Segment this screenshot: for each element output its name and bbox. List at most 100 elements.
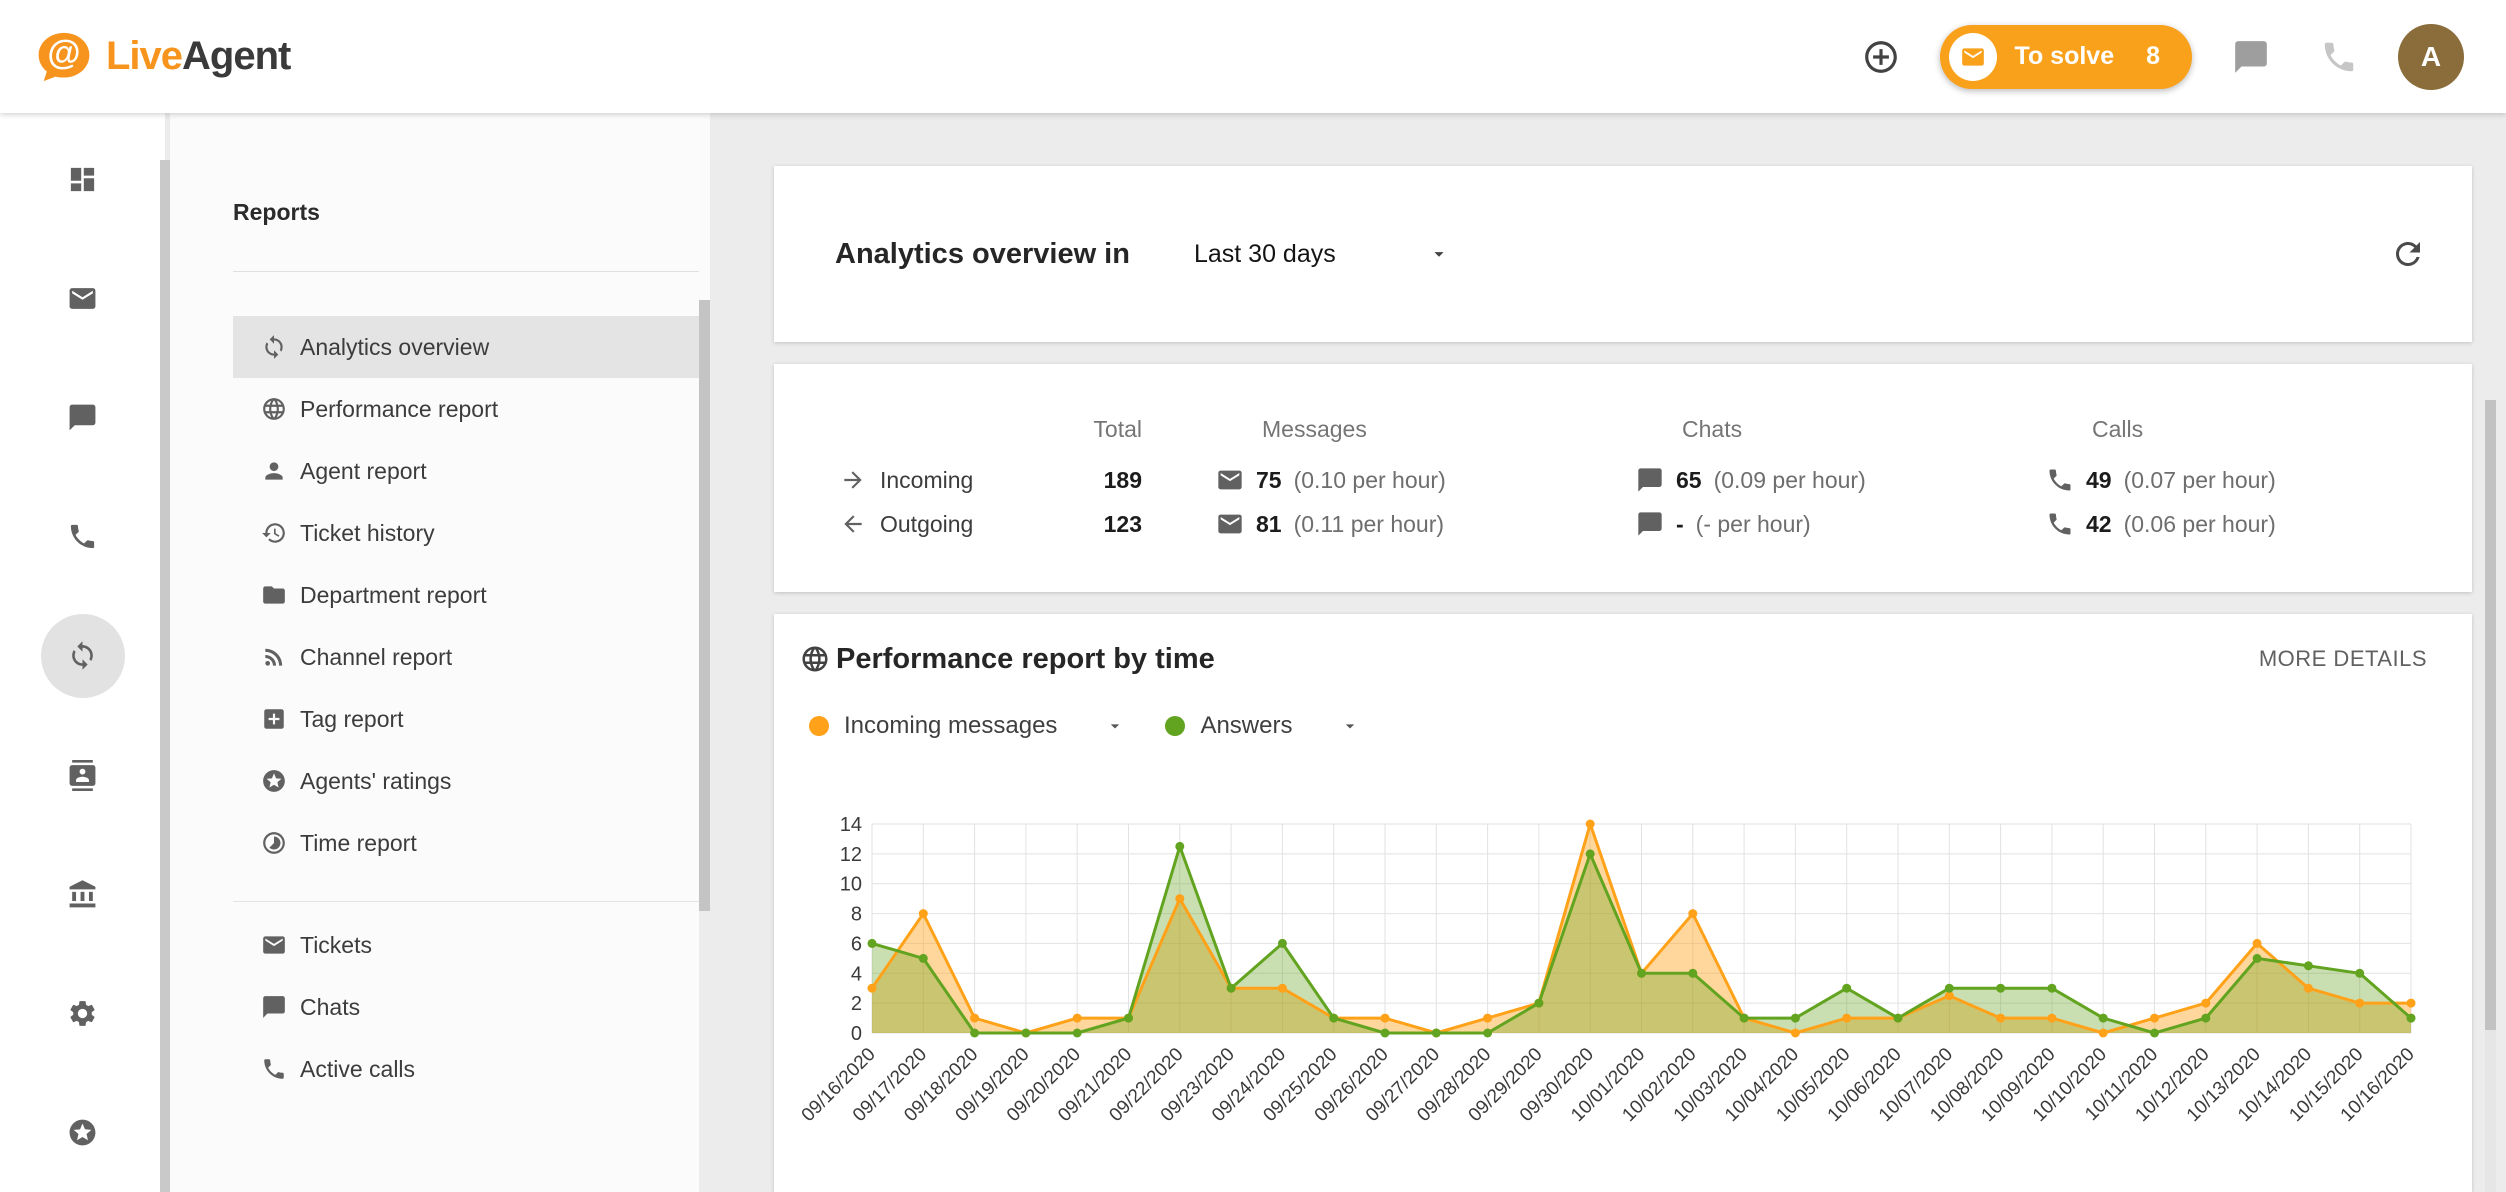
user-avatar[interactable]: A — [2398, 23, 2464, 90]
col-calls: Calls — [2092, 415, 2144, 442]
star-circle-icon — [67, 1117, 98, 1148]
legend-label: Incoming messages — [844, 712, 1058, 739]
mail-icon — [67, 283, 98, 314]
reports-secondary-list: Tickets Chats Active calls — [233, 914, 699, 1100]
sync-icon — [67, 640, 98, 671]
avatar-initial: A — [2420, 40, 2442, 72]
svg-text:0: 0 — [851, 1023, 862, 1045]
nav-item-chat[interactable] — [0, 358, 165, 477]
reports-list: Analytics overview Performance report Agen… — [233, 316, 699, 874]
outgoing-label: Outgoing — [840, 511, 1000, 538]
to-solve-count: 8 — [2146, 42, 2160, 70]
to-solve-button[interactable]: To solve 8 — [1939, 24, 2192, 89]
performance-header: Performance report by time MORE DETAILS — [774, 614, 2472, 678]
report-item-agents-ratings[interactable]: Agents' ratings — [233, 750, 699, 812]
more-details-button[interactable]: MORE DETAILS — [2249, 640, 2437, 678]
folder-icon — [261, 582, 287, 608]
chat-icon — [261, 994, 287, 1020]
report-item-chats[interactable]: Chats — [233, 976, 699, 1038]
nav-item-settings[interactable] — [0, 954, 165, 1073]
svg-text:12: 12 — [840, 844, 862, 866]
mail-icon — [261, 932, 287, 958]
main-content: Analytics overview in Last 30 days Total… — [710, 113, 2506, 1192]
mail-icon — [1216, 510, 1244, 538]
reports-scrollbar-thumb[interactable] — [699, 300, 710, 911]
overview-title: Analytics overview in — [835, 237, 1130, 270]
incoming-total: 189 — [1103, 466, 1142, 493]
svg-text:2: 2 — [851, 993, 862, 1015]
legend-label: Answers — [1200, 712, 1293, 739]
outgoing-messages: 81 (0.11 per hour) — [1142, 510, 1636, 538]
date-range-select[interactable]: Last 30 days — [1194, 240, 1450, 269]
report-item-label: Tickets — [300, 931, 372, 958]
nav-scrollbar[interactable] — [160, 160, 170, 1192]
header-actions: To solve 8 A — [1852, 23, 2464, 90]
nav-item-dashboard[interactable] — [0, 120, 165, 239]
nav-item-contacts[interactable] — [0, 716, 165, 835]
report-item-agent-report[interactable]: Agent report — [233, 440, 699, 502]
nav-item-sync[interactable] — [0, 596, 165, 715]
report-item-label: Channel report — [300, 643, 453, 670]
col-messages: Messages — [1262, 415, 1367, 442]
chevron-down-icon[interactable] — [1340, 716, 1360, 736]
performance-card: Performance report by time MORE DETAILS … — [774, 614, 2472, 1192]
reports-scrollbar[interactable] — [699, 300, 710, 1192]
mail-icon — [1216, 466, 1244, 494]
report-item-label: Time report — [300, 829, 417, 856]
report-item-performance-report[interactable]: Performance report — [233, 378, 699, 440]
chat-icon — [67, 402, 98, 433]
logo-bubble-icon: @ — [34, 28, 94, 86]
phone-icon — [2046, 510, 2074, 538]
main-scrollbar[interactable] — [2485, 400, 2496, 1192]
chat-bubble-icon — [2232, 38, 2270, 76]
stats-row-incoming: Incoming 189 75 (0.10 per hour) 65 (0.09… — [840, 458, 2472, 502]
phone-icon — [2046, 466, 2074, 494]
mail-icon — [1960, 44, 1986, 70]
chat-bubble-icon — [1636, 510, 1664, 538]
chevron-down-icon[interactable] — [1105, 716, 1125, 736]
main-scrollbar-thumb[interactable] — [2485, 400, 2496, 1030]
nav-item-star-circle[interactable] — [0, 1073, 165, 1192]
report-item-ticket-history[interactable]: Ticket history — [233, 502, 699, 564]
stats-card: Total Messages Chats Calls Incoming 189 … — [774, 364, 2472, 592]
outgoing-calls: 42 (0.06 per hour) — [2046, 510, 2472, 538]
report-item-label: Agent report — [300, 457, 427, 484]
tag-icon — [261, 706, 287, 732]
report-item-tickets[interactable]: Tickets — [233, 914, 699, 976]
report-item-label: Ticket history — [300, 519, 435, 546]
svg-text:10: 10 — [840, 874, 862, 896]
dashboard-icon — [67, 164, 98, 195]
top-header: @ LiveAgent To solve 8 A — [0, 0, 2506, 113]
incoming-chats: 65 (0.09 per hour) — [1636, 466, 2046, 494]
arrow-right-icon — [840, 467, 866, 493]
incoming-label: Incoming — [840, 467, 1000, 494]
calls-header-button[interactable] — [2310, 28, 2368, 86]
svg-text:6: 6 — [851, 933, 862, 955]
to-solve-mail-badge — [1948, 32, 1997, 81]
report-item-time-report[interactable]: Time report — [233, 812, 699, 874]
nav-item-phone[interactable] — [0, 477, 165, 596]
chart-legend: Incoming messages Answers — [809, 712, 2472, 740]
report-item-label: Analytics overview — [300, 333, 490, 360]
analytics-overview-card: Analytics overview in Last 30 days — [774, 166, 2472, 342]
report-item-tag-report[interactable]: Tag report — [233, 688, 699, 750]
report-item-channel-report[interactable]: Channel report — [233, 626, 699, 688]
legend-item-answers: Answers — [1165, 712, 1360, 740]
reports-title: Reports — [233, 199, 320, 225]
add-new-button[interactable] — [1852, 28, 1910, 86]
nav-item-mail[interactable] — [0, 239, 165, 358]
svg-text:14: 14 — [840, 814, 862, 836]
refresh-button[interactable] — [2390, 236, 2426, 272]
incoming-calls: 49 (0.07 per hour) — [2046, 466, 2472, 494]
report-item-analytics-overview[interactable]: Analytics overview — [233, 316, 699, 378]
chats-header-button[interactable] — [2222, 28, 2280, 86]
refresh-icon — [2390, 236, 2426, 272]
bank-icon — [67, 879, 98, 910]
col-total: Total — [1093, 415, 1142, 442]
report-item-department-report[interactable]: Department report — [233, 564, 699, 626]
nav-item-bank[interactable] — [0, 835, 165, 954]
phone-icon — [2320, 38, 2358, 76]
report-item-active-calls[interactable]: Active calls — [233, 1038, 699, 1100]
app-logo[interactable]: @ LiveAgent — [34, 28, 291, 86]
